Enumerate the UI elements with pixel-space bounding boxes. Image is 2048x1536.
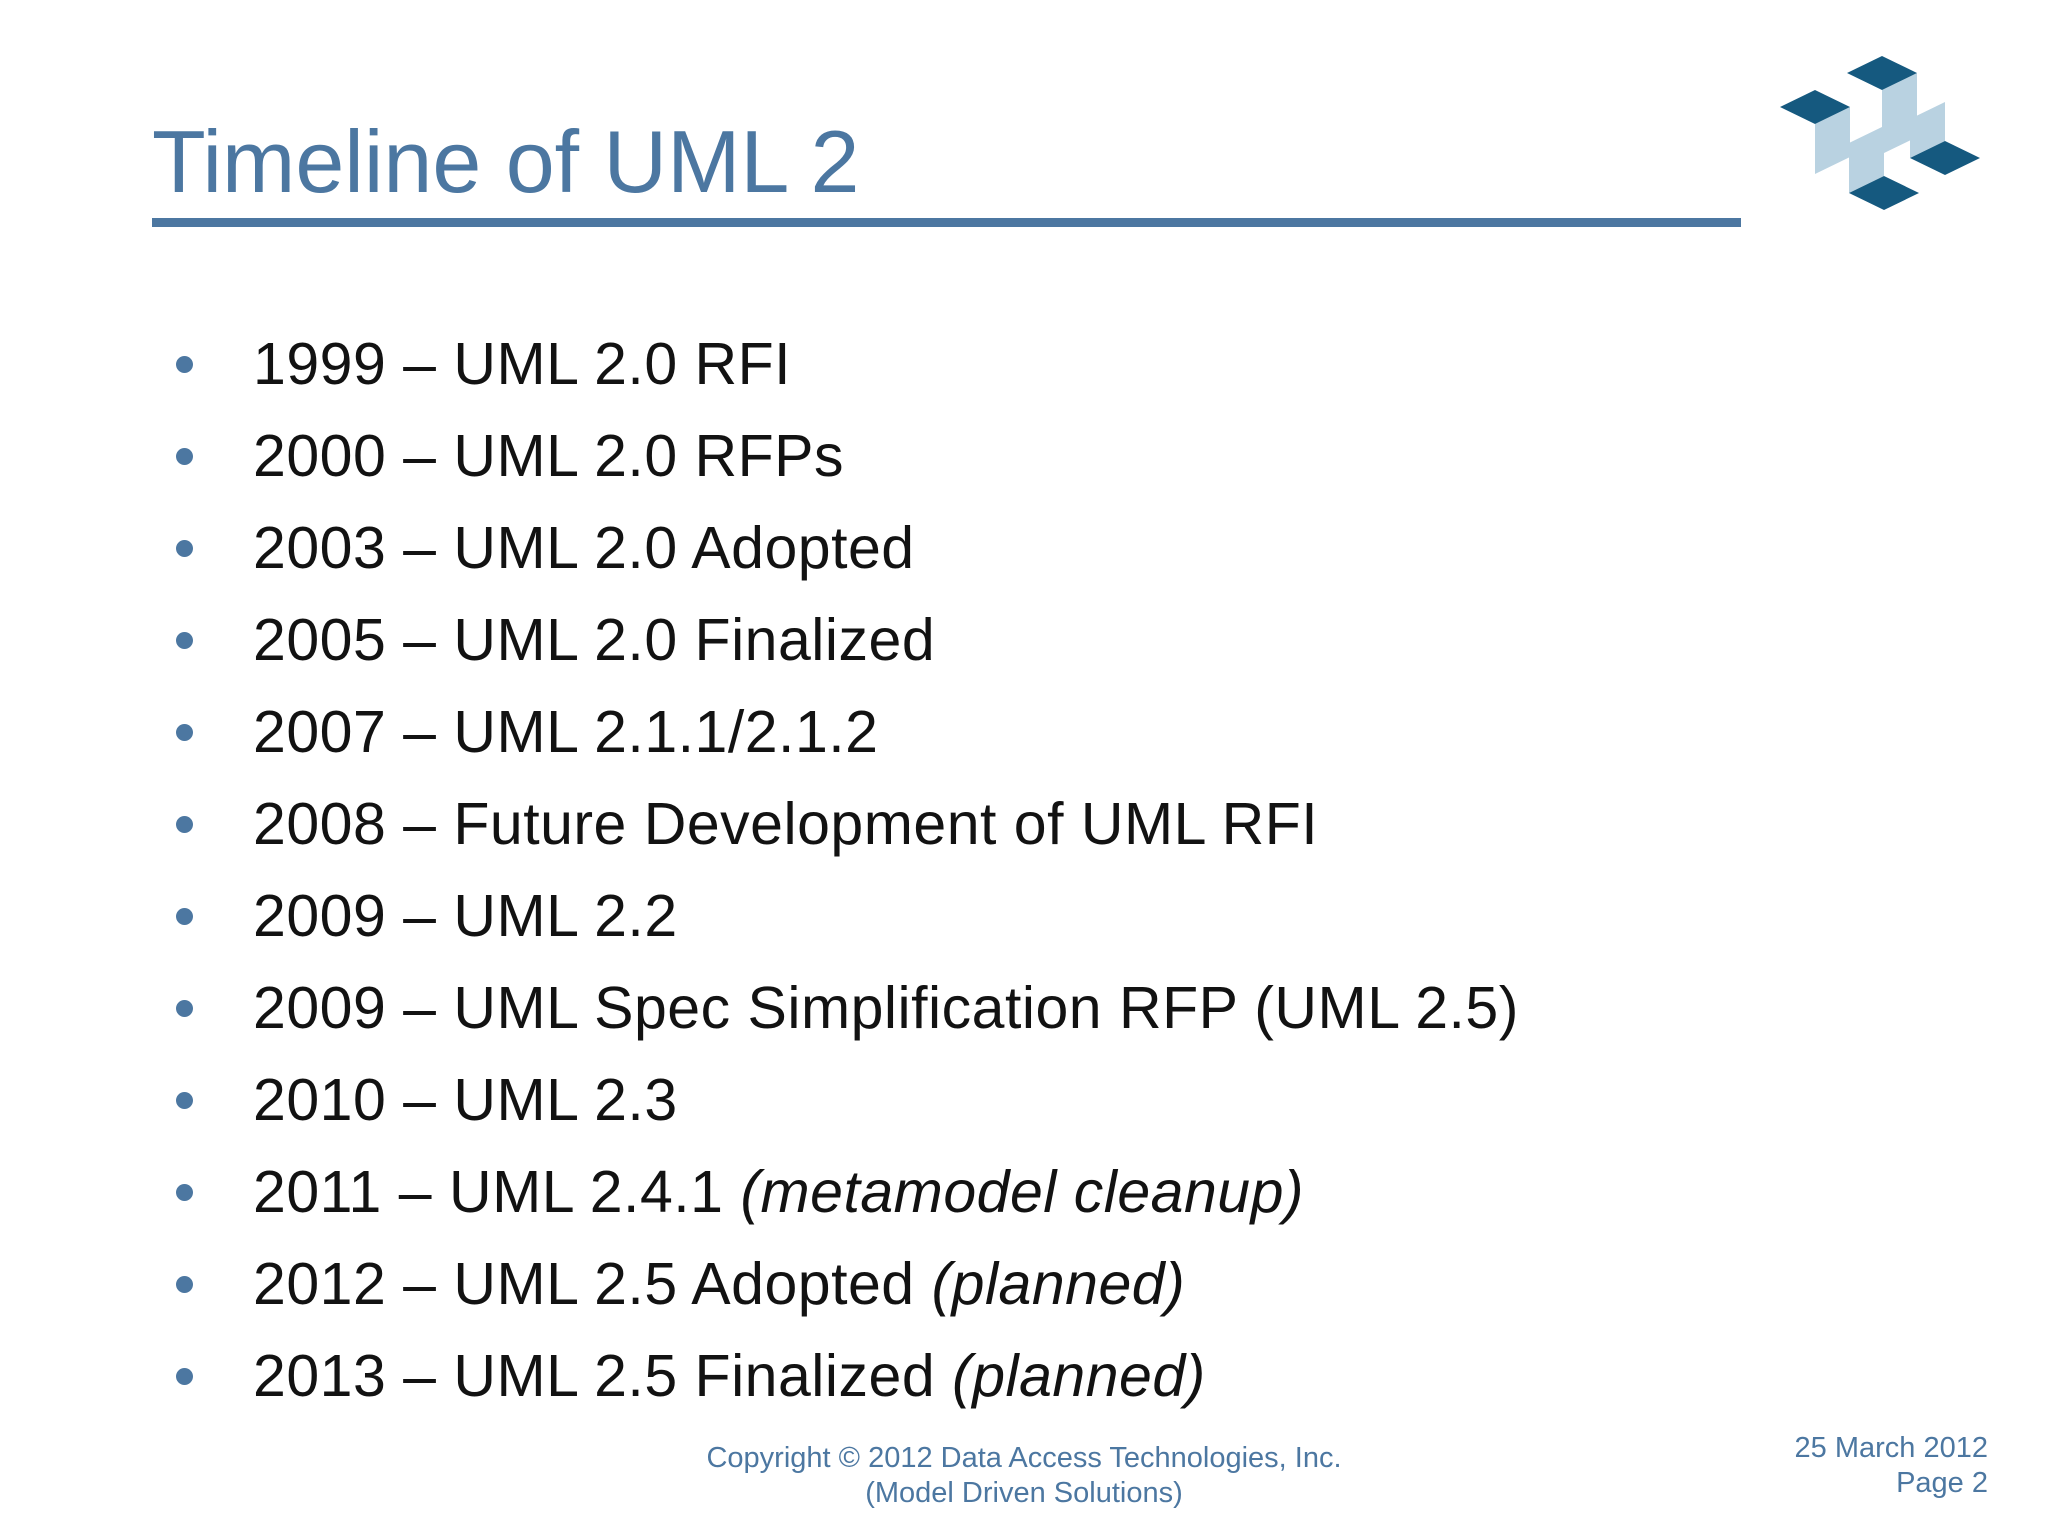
logo-cube-face bbox=[1815, 107, 1850, 174]
logo-cube-face bbox=[1882, 73, 1917, 154]
bullet-icon bbox=[176, 540, 193, 557]
bullet-icon bbox=[176, 1092, 193, 1109]
slide-date: 25 March 2012 bbox=[1794, 1432, 1988, 1464]
bullet-icon bbox=[176, 1276, 193, 1293]
logo-cube-top bbox=[1910, 141, 1980, 175]
bullet-icon bbox=[176, 1368, 193, 1385]
bullet-text: 2000 – UML 2.0 RFPs bbox=[253, 423, 845, 489]
bullet-text: 2010 – UML 2.3 bbox=[253, 1067, 678, 1133]
title-underline bbox=[152, 218, 1741, 227]
bullet-icon bbox=[176, 356, 193, 373]
bullet-text: 2009 – UML 2.2 bbox=[253, 883, 678, 949]
bullet-icon bbox=[176, 724, 193, 741]
logo-cube-face bbox=[1910, 102, 1945, 158]
bullet-text: 1999 – UML 2.0 RFI bbox=[253, 331, 792, 397]
bullet-text: 2008 – Future Development of UML RFI bbox=[253, 791, 1319, 857]
bullet-icon bbox=[176, 1184, 193, 1201]
date-page-footer: 25 March 2012 Page 2 bbox=[1795, 1431, 1988, 1501]
bullet-icon bbox=[176, 1000, 193, 1017]
bullet-text: 2013 – UML 2.5 Finalized (planned) bbox=[253, 1343, 1206, 1409]
copyright-line1: Copyright © 2012 Data Access Technologie… bbox=[706, 1442, 1342, 1474]
bullet-icon bbox=[176, 448, 193, 465]
bullet-text: 2011 – UML 2.4.1 (metamodel cleanup) bbox=[253, 1159, 1305, 1225]
bullet-text: 2007 – UML 2.1.1/2.1.2 bbox=[253, 699, 879, 765]
page-number: Page 2 bbox=[1896, 1467, 1988, 1499]
logo-cube-top bbox=[1780, 90, 1850, 124]
bullet-icon bbox=[176, 816, 193, 833]
bullet-icon bbox=[176, 908, 193, 925]
bullet-text: 2003 – UML 2.0 Adopted bbox=[253, 515, 915, 581]
logo-cube-face bbox=[1849, 126, 1884, 193]
bullet-icon bbox=[176, 632, 193, 649]
copyright-footer: Copyright © 2012 Data Access Technologie… bbox=[706, 1441, 1341, 1511]
page-title: Timeline of UML 2 bbox=[152, 112, 860, 211]
bullet-text: 2012 – UML 2.5 Adopted (planned) bbox=[253, 1251, 1186, 1317]
logo-cube-top bbox=[1849, 176, 1919, 210]
logo-cube-top bbox=[1847, 56, 1917, 90]
bullet-text: 2009 – UML Spec Simplification RFP (UML … bbox=[253, 975, 1519, 1041]
model-driven-solutions-cubes-logo bbox=[1780, 56, 1980, 210]
copyright-line2: (Model Driven Solutions) bbox=[865, 1477, 1183, 1509]
bullet-text: 2005 – UML 2.0 Finalized bbox=[253, 607, 936, 673]
